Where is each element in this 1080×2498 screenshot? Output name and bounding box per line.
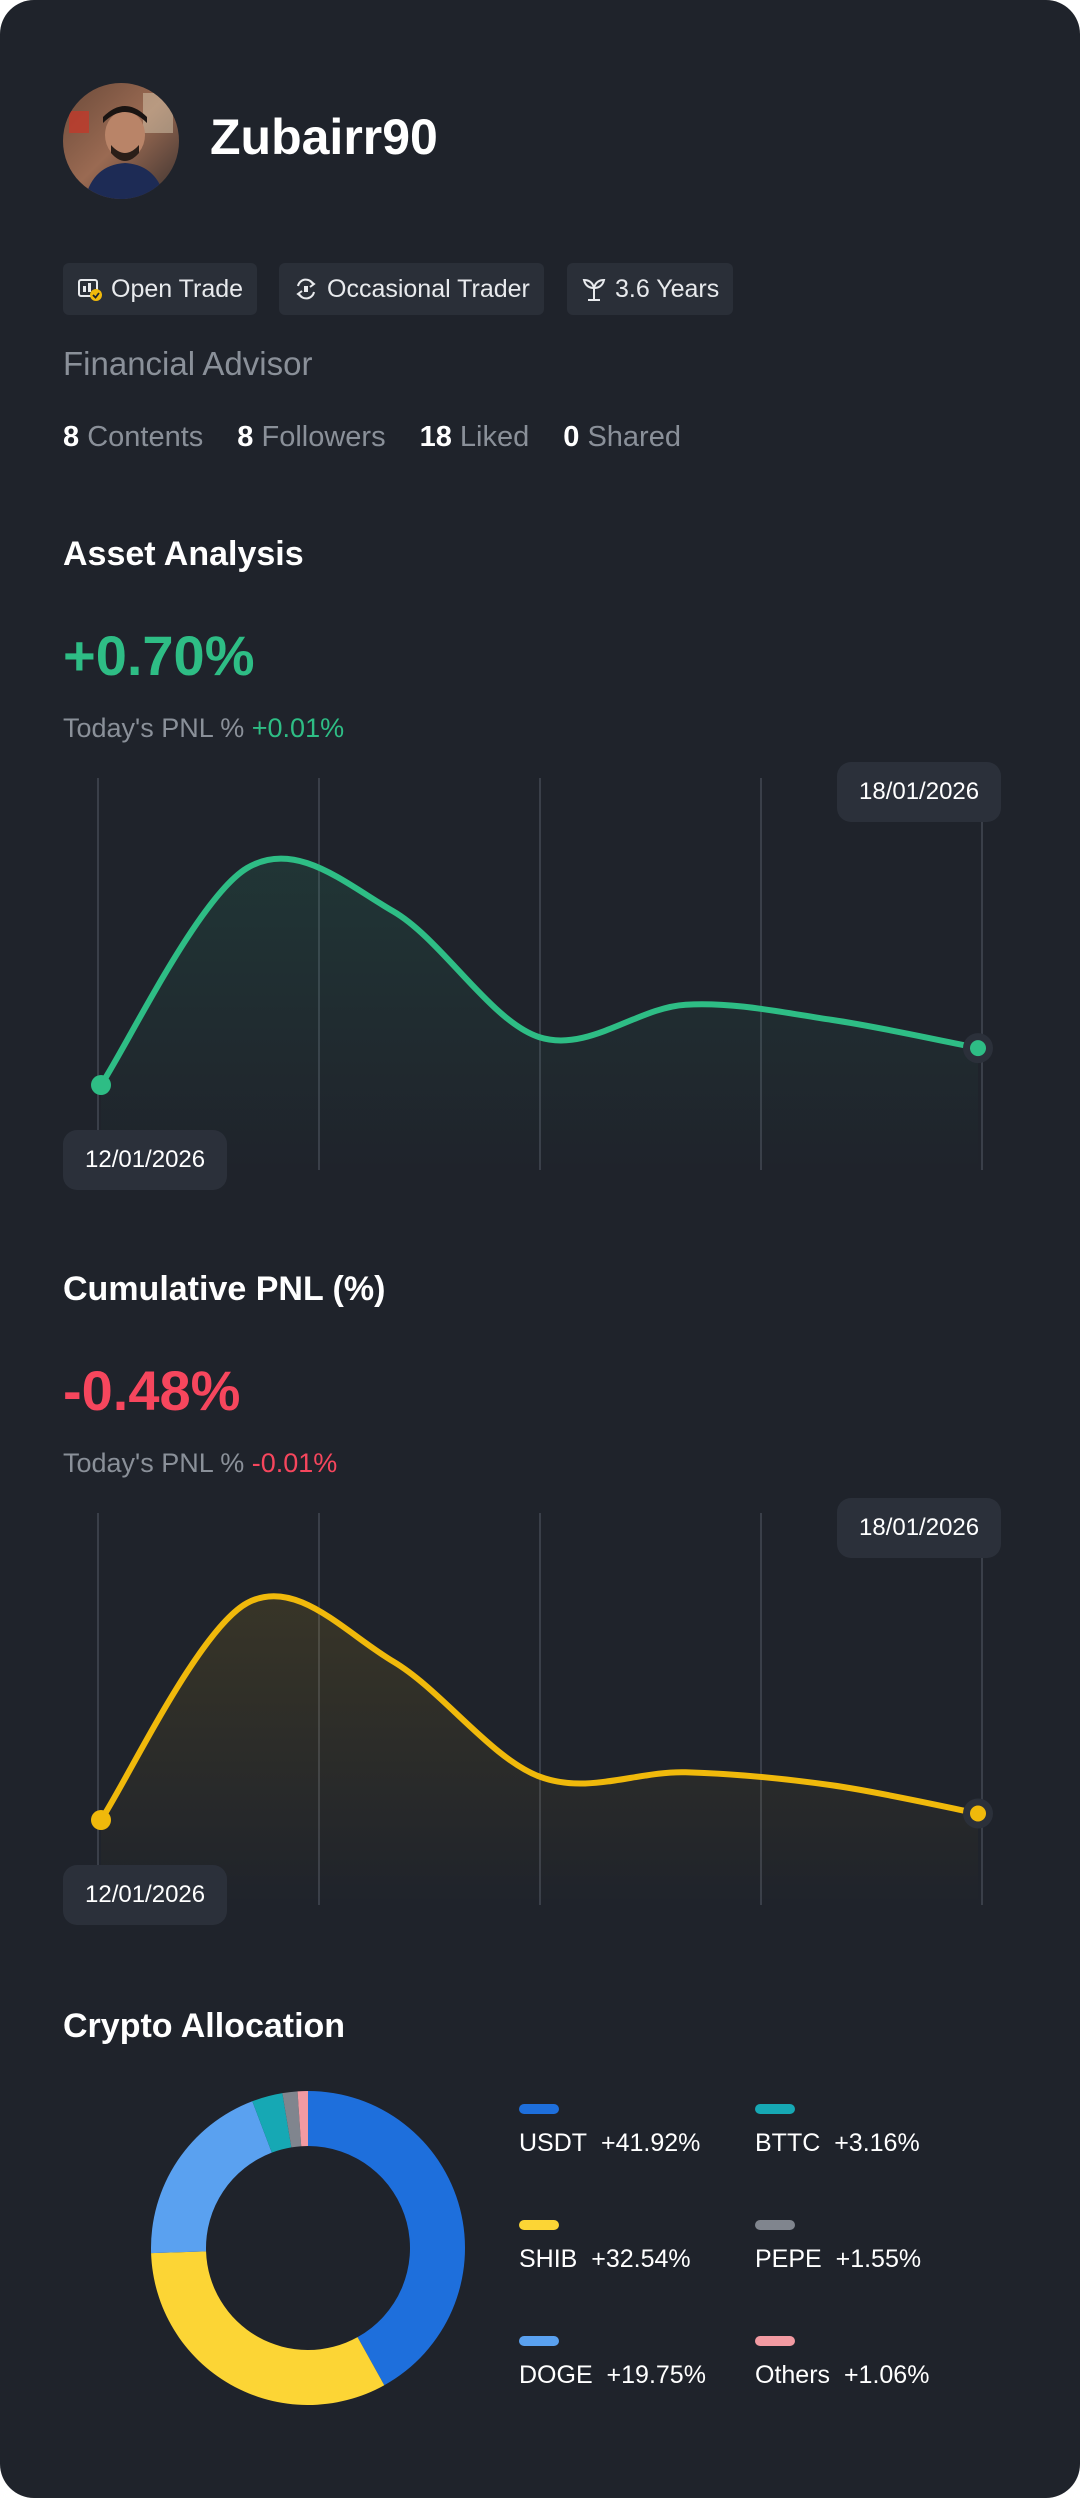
sprout-icon: [582, 278, 606, 301]
open-trade-icon: [78, 279, 102, 301]
legend-pepe: PEPE +1.55%: [755, 2220, 1005, 2274]
legend-swatch: [519, 2220, 559, 2230]
today-pnl-label: Today's PNL %: [63, 713, 245, 743]
legend-value: +19.75%: [606, 2361, 706, 2389]
legend-swatch: [755, 2220, 795, 2230]
legend-name: USDT: [519, 2129, 588, 2157]
cumulative-pnl-value: -0.48%: [63, 1359, 241, 1422]
series-area: [101, 858, 978, 1170]
today-pnl-value: +0.01%: [251, 713, 345, 743]
crypto-allocation-title: Crypto Allocation: [63, 2007, 346, 2045]
tag-occasional-trader: Occasional Trader: [279, 263, 544, 315]
stat-value: 0: [563, 421, 580, 453]
donut-slice-shib[interactable]: [151, 2251, 385, 2405]
legend-value: +1.06%: [843, 2361, 930, 2389]
legend-others: Others +1.06%: [755, 2336, 1005, 2390]
legend-swatch: [755, 2104, 795, 2114]
legend-swatch: [755, 2336, 795, 2346]
stat-label: Shared: [587, 421, 681, 453]
today-pnl-label: Today's PNL %: [63, 1448, 245, 1478]
asset-analysis-title: Asset Analysis: [63, 535, 304, 573]
donut-slice-pepe[interactable]: [282, 2091, 302, 2148]
legend-name: Others: [755, 2361, 831, 2389]
legend-value: +41.92%: [600, 2129, 701, 2157]
legend-swatch: [519, 2104, 559, 2114]
stat-value: 8: [63, 421, 80, 453]
donut-slice-others[interactable]: [297, 2091, 308, 2147]
legend-value: +3.16%: [834, 2129, 920, 2157]
donut-slice-usdt[interactable]: [308, 2091, 465, 2386]
start-point: [91, 1810, 111, 1830]
legend-value: +1.55%: [835, 2245, 922, 2273]
series-line: [98, 855, 981, 1088]
stat-label: Contents: [87, 421, 204, 453]
stat-value: 18: [419, 421, 452, 453]
trade-cycle-icon: [296, 278, 316, 300]
start-date-tag: 12/01/2026: [63, 1865, 228, 1925]
profile-role: Financial Advisor: [63, 345, 313, 382]
stat-liked[interactable]: 18 Liked: [420, 421, 530, 454]
legend-usdt: USDT +41.92%: [519, 2104, 769, 2158]
asset-analysis-chart[interactable]: [0, 770, 1080, 1200]
tag-experience: 3.6 Years: [567, 263, 734, 315]
donut-slice-bttc[interactable]: [252, 2093, 292, 2153]
today-pnl-value: -0.01%: [251, 1448, 338, 1478]
profile-stats: 8 Contents 8 Followers 18 Liked 0 Shared: [63, 421, 715, 454]
legend-name: DOGE: [519, 2361, 593, 2389]
stat-contents[interactable]: 8 Contents: [63, 421, 203, 454]
allocation-donut-chart[interactable]: [148, 2088, 468, 2408]
tag-label: Occasional Trader: [327, 274, 530, 303]
legend-bttc: BTTC +3.16%: [755, 2104, 1005, 2158]
cumulative-today-pnl: Today's PNL % -0.01%: [63, 1448, 337, 1479]
legend-name: BTTC: [755, 2129, 821, 2157]
username: Zubairr90: [210, 109, 438, 165]
cumulative-pnl-chart[interactable]: [0, 1505, 1080, 1935]
asset-today-pnl: Today's PNL % +0.01%: [63, 713, 344, 744]
stat-label: Liked: [459, 421, 530, 453]
legend-value: +32.54%: [591, 2245, 691, 2273]
legend-swatch: [519, 2336, 559, 2346]
end-point: [970, 1040, 986, 1057]
stat-value: 8: [237, 421, 254, 453]
start-point: [91, 1075, 111, 1095]
legend-name: SHIB: [519, 2245, 578, 2273]
start-date-tag: 12/01/2026: [63, 1130, 228, 1190]
donut-slice-doge[interactable]: [151, 2101, 272, 2254]
stat-label: Followers: [261, 421, 386, 453]
series-line: [98, 1593, 981, 1823]
end-date-tag: 18/01/2026: [837, 1498, 1002, 1558]
tag-open-trade: Open Trade: [63, 263, 258, 315]
tag-label: 3.6 Years: [615, 274, 720, 303]
stat-shared[interactable]: 0 Shared: [563, 421, 681, 454]
tag-label: Open Trade: [111, 274, 244, 303]
legend-name: PEPE: [755, 2245, 822, 2273]
legend-shib: SHIB +32.54%: [519, 2220, 769, 2274]
end-date-tag: 18/01/2026: [837, 762, 1002, 822]
stat-followers[interactable]: 8 Followers: [237, 421, 385, 454]
avatar[interactable]: [63, 83, 179, 199]
cumulative-pnl-title: Cumulative PNL (%): [63, 1270, 386, 1308]
legend-doge: DOGE +19.75%: [519, 2336, 769, 2390]
asset-analysis-value: +0.70%: [63, 624, 255, 687]
end-point: [970, 1805, 986, 1822]
series-area: [101, 1596, 978, 1905]
